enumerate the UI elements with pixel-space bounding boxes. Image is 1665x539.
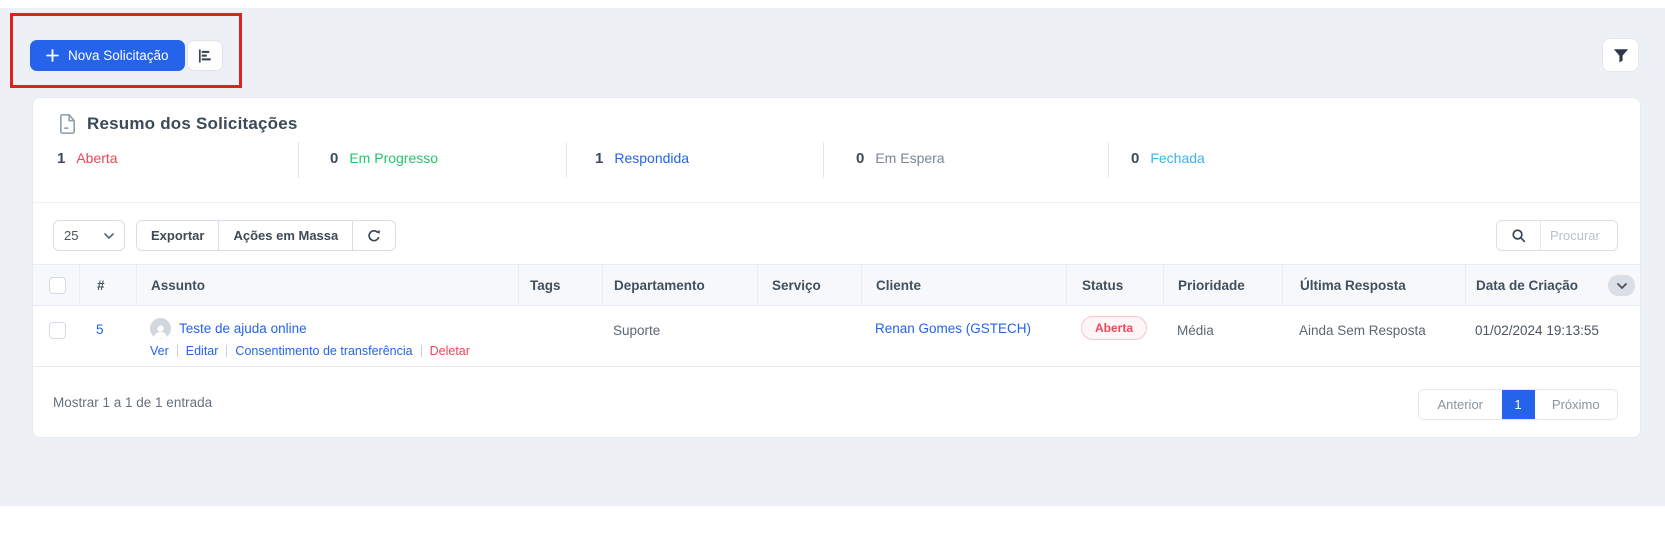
row-checkbox[interactable] (49, 322, 66, 339)
stat-answered-count: 1 (595, 150, 604, 167)
chevron-down-icon (1616, 282, 1627, 289)
action-separator (176, 345, 178, 357)
search-button[interactable] (1497, 221, 1541, 250)
header-last-response[interactable]: Última Resposta (1282, 265, 1465, 305)
bulk-toolbar: Exportar Ações em Massa (136, 220, 397, 251)
header-priority[interactable]: Prioridade (1163, 265, 1282, 305)
refresh-icon (367, 229, 381, 243)
chevron-down-icon (104, 232, 114, 239)
new-request-button[interactable]: Nova Solicitação (30, 40, 185, 71)
bottom-margin (0, 506, 1665, 539)
requests-card: Resumo dos Solicitações 1 Aberta 0 Em Pr… (32, 97, 1641, 438)
stat-waiting-count: 0 (856, 150, 865, 167)
bar-chart-icon (198, 48, 213, 63)
row-client-link[interactable]: Renan Gomes (GSTECH) (875, 321, 1032, 336)
search-icon (1511, 228, 1526, 243)
header-id[interactable]: # (79, 265, 136, 305)
delete-link[interactable]: Deletar (429, 344, 470, 358)
summary-header: Resumo dos Solicitações (59, 114, 298, 134)
status-badge: Aberta (1081, 316, 1148, 340)
stat-in-progress-label: Em Progresso (349, 150, 439, 166)
header-service[interactable]: Serviço (757, 265, 861, 305)
select-all-checkbox[interactable] (49, 276, 66, 294)
refresh-button[interactable] (352, 220, 397, 251)
stat-waiting-label: Em Espera (875, 150, 945, 166)
export-button[interactable]: Exportar (136, 220, 220, 251)
stat-answered: 1 Respondida (595, 150, 689, 167)
stat-closed-label: Fechada (1150, 150, 1205, 166)
next-page-button[interactable]: Próximo (1551, 397, 1600, 412)
avatar (150, 318, 171, 339)
page-size-value: 25 (64, 228, 79, 243)
prev-page-button[interactable]: Anterior (1437, 397, 1484, 412)
stat-closed: 0 Fechada (1131, 150, 1205, 167)
row-priority: Média (1177, 323, 1214, 338)
stat-divider (298, 142, 299, 178)
stat-divider (566, 142, 567, 178)
page-size-select[interactable]: 25 (53, 220, 125, 251)
row-subject-link[interactable]: Teste de ajuda online (179, 321, 307, 336)
row-created-at: 01/02/2024 19:13:55 (1475, 323, 1599, 338)
header-client[interactable]: Cliente (861, 265, 1066, 305)
stat-waiting: 0 Em Espera (856, 150, 945, 167)
pagination: Anterior 1 Próximo (1418, 389, 1618, 420)
stat-in-progress: 0 Em Progresso (330, 150, 438, 167)
annotation-box (10, 13, 242, 88)
row-department: Suporte (613, 323, 661, 338)
summary-title: Resumo dos Solicitações (87, 114, 298, 133)
stat-open-label: Aberta (76, 150, 118, 166)
action-separator (420, 345, 422, 357)
view-link[interactable]: Ver (150, 344, 169, 358)
stat-divider (1108, 142, 1109, 178)
stat-in-progress-count: 0 (330, 150, 339, 167)
edit-link[interactable]: Editar (185, 344, 219, 358)
header-status[interactable]: Status (1066, 265, 1163, 305)
section-divider (33, 202, 1640, 203)
document-icon (59, 114, 76, 134)
plus-icon (46, 49, 59, 62)
search-input[interactable] (1541, 221, 1615, 250)
search-box (1496, 220, 1618, 251)
top-margin (0, 0, 1665, 8)
sort-chevron-button[interactable] (1608, 275, 1635, 296)
row-last-response: Ainda Sem Resposta (1299, 323, 1426, 338)
entries-info: Mostrar 1 a 1 de 1 entrada (53, 395, 213, 410)
header-checkbox-cell (33, 265, 79, 305)
stat-answered-label: Respondida (614, 150, 690, 166)
row-id-link[interactable]: 5 (96, 322, 104, 337)
header-created-at-label: Data de Criação (1476, 277, 1579, 293)
chart-view-button[interactable] (187, 40, 223, 71)
table-header: # Assunto Tags Departamento Serviço Clie… (33, 264, 1640, 306)
header-department[interactable]: Departamento (602, 265, 757, 305)
row-actions: Ver Editar Consentimento de transferênci… (150, 344, 470, 358)
header-subject[interactable]: Assunto (136, 265, 518, 305)
stat-open-count: 1 (57, 150, 66, 167)
transfer-consent-link[interactable]: Consentimento de transferência (235, 344, 413, 358)
stat-closed-count: 0 (1131, 150, 1140, 167)
stat-open: 1 Aberta (57, 150, 118, 167)
filter-button[interactable] (1602, 38, 1639, 72)
stat-divider (823, 142, 824, 178)
page-1-button[interactable]: 1 (1501, 390, 1535, 419)
funnel-icon (1613, 48, 1629, 63)
header-tags[interactable]: Tags (518, 265, 602, 305)
table-row: 5 Teste de ajuda online Ver Editar Conse… (33, 306, 1640, 367)
action-separator (226, 345, 228, 357)
bulk-actions-button[interactable]: Ações em Massa (218, 220, 354, 251)
new-request-label: Nova Solicitação (68, 48, 169, 63)
header-created-at[interactable]: Data de Criação (1465, 265, 1640, 305)
